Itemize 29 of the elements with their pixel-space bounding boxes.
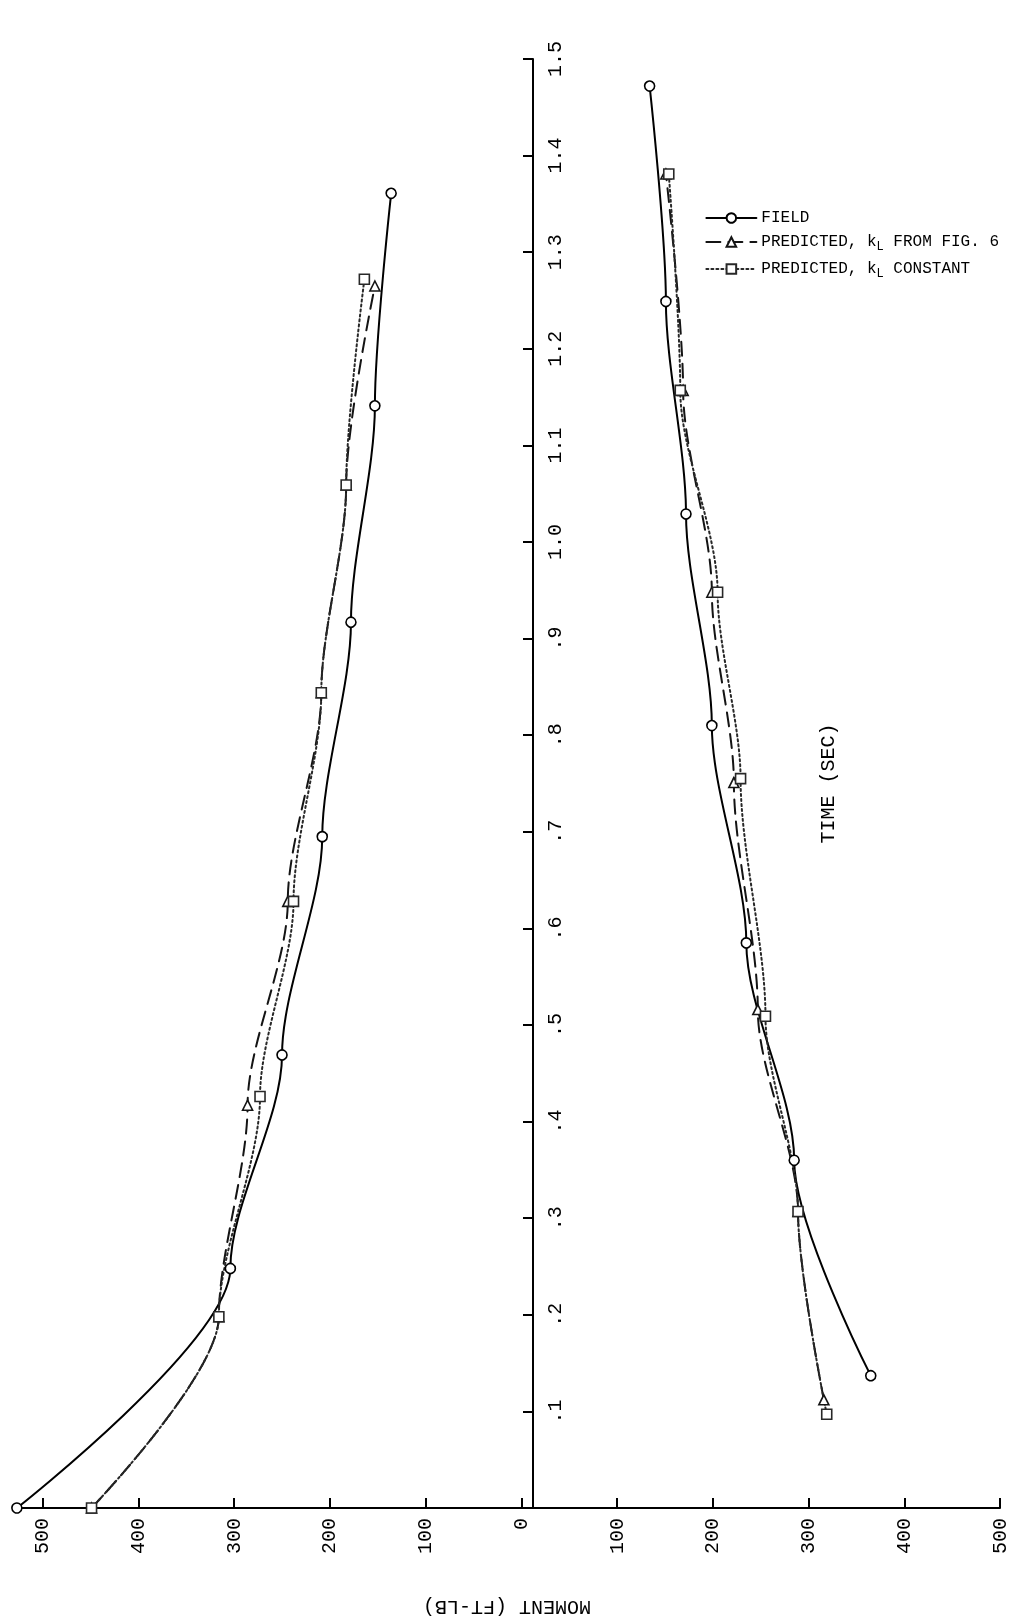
x-tick-label: 500 [988, 1518, 1010, 1555]
x-tick-label: 300 [222, 1518, 246, 1555]
y-tick-label: 1.3 [543, 234, 567, 271]
y-tick-label: 1.4 [543, 137, 567, 174]
y-tick-label: .6 [543, 916, 567, 941]
x-tick-label: 100 [414, 1518, 438, 1555]
x-tick-label: 400 [892, 1518, 916, 1555]
y-tick-label: .1 [543, 1399, 567, 1424]
y-tick-label: 1.5 [543, 40, 567, 78]
y-tick-label: .8 [543, 723, 567, 748]
y-tick-label: 1.0 [543, 523, 567, 561]
y-tick-label: .9 [543, 626, 567, 651]
y-tick-label: .2 [543, 1302, 567, 1327]
legend-label: FIELD [761, 209, 810, 227]
x-axis-title: MOMENT (FT-LB) [422, 1594, 592, 1618]
x-tick-label: 100 [605, 1518, 629, 1555]
x-tick-label: 300 [797, 1518, 821, 1555]
y-tick-label: 1.1 [543, 427, 567, 464]
y-tick-label: .3 [543, 1206, 567, 1231]
y-tick-label: 1.2 [543, 330, 567, 367]
y-tick-label: .7 [543, 819, 567, 844]
x-tick-label: 200 [318, 1518, 342, 1555]
x-tick-label: 500 [31, 1518, 55, 1555]
y-tick-label: .5 [543, 1012, 567, 1038]
x-tick-label: 200 [701, 1518, 725, 1555]
x-tick-label: 400 [126, 1518, 150, 1555]
x-tick-label: 0 [509, 1518, 533, 1531]
y-axis-title: TIME (SEC) [816, 723, 840, 844]
y-tick-label: .4 [543, 1109, 567, 1134]
